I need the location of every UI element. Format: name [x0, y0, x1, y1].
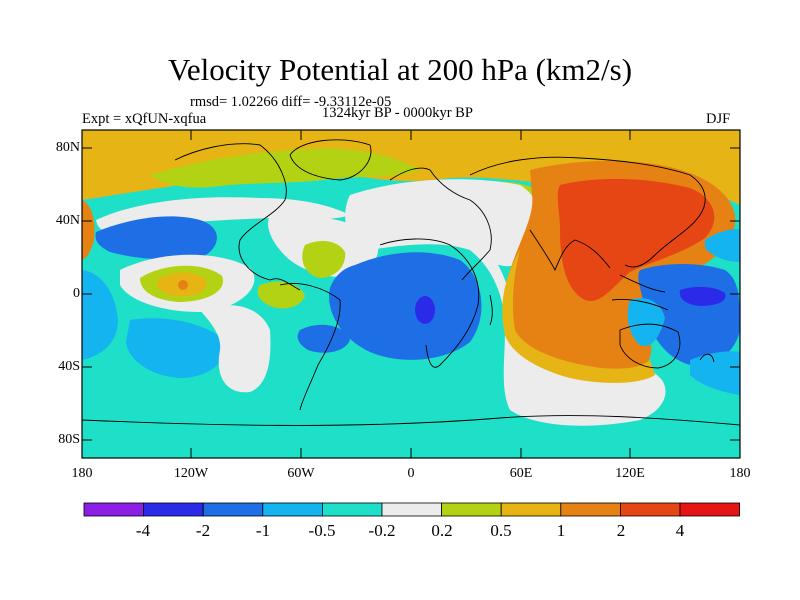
colorbar-label: -0.5 [308, 521, 336, 540]
lon-tick-label: 0 [407, 466, 415, 481]
colorbar-swatch [620, 502, 681, 517]
contour-fill [82, 130, 740, 458]
lat-tick-label: 0 [73, 286, 80, 301]
stats-text: rmsd= 1.02266 diff= -9.33112e-05 [190, 94, 392, 110]
colorbar-swatch [321, 502, 383, 517]
colorbar-label: 4 [675, 521, 685, 540]
colorbar-swatch [202, 502, 264, 517]
colorbar-swatch [560, 502, 621, 517]
colorbar-label: 0.5 [490, 521, 512, 540]
lon-tick-label: 180 [729, 466, 751, 481]
axis-ticks [81, 130, 741, 458]
colorbar-label: -0.2 [368, 521, 396, 540]
lon-tick-label: 120W [173, 466, 209, 481]
colorbar-label: -2 [195, 521, 211, 540]
colorbar-swatch [679, 502, 740, 517]
colorbar-swatch [143, 502, 204, 517]
colorbar-swatch [262, 502, 323, 517]
season-label: DJF [706, 111, 731, 127]
lat-tick-label: 80N [55, 140, 80, 155]
plot-title: Velocity Potential at 200 hPa (km2/s) [167, 52, 633, 87]
lon-tick-label: 60E [509, 466, 533, 481]
lon-tick-label: 60W [287, 466, 315, 481]
colorbar-swatch [381, 502, 442, 517]
colorbar-label: 0.2 [431, 521, 453, 540]
colorbar-swatch [500, 502, 562, 517]
period-label: 1324kyr BP - 0000kyr BP [322, 105, 473, 121]
lat-tick-label: 40N [55, 213, 80, 228]
experiment-label: Expt = xQfUN-xqfua [82, 111, 207, 127]
colorbar-swatch [83, 502, 144, 517]
lat-tick-label: 40S [58, 359, 80, 374]
colorbar [83, 502, 740, 517]
colorbar-label: 2 [616, 521, 626, 540]
lon-tick-label: 120E [615, 466, 645, 481]
lat-tick-label: 80S [58, 432, 80, 447]
colorbar-label: 1 [556, 521, 566, 540]
colorbar-swatch [441, 502, 502, 517]
colorbar-label: -4 [135, 521, 151, 540]
colorbar-label: -1 [255, 521, 271, 540]
coastlines [82, 139, 740, 426]
lon-tick-label: 180 [71, 466, 93, 481]
